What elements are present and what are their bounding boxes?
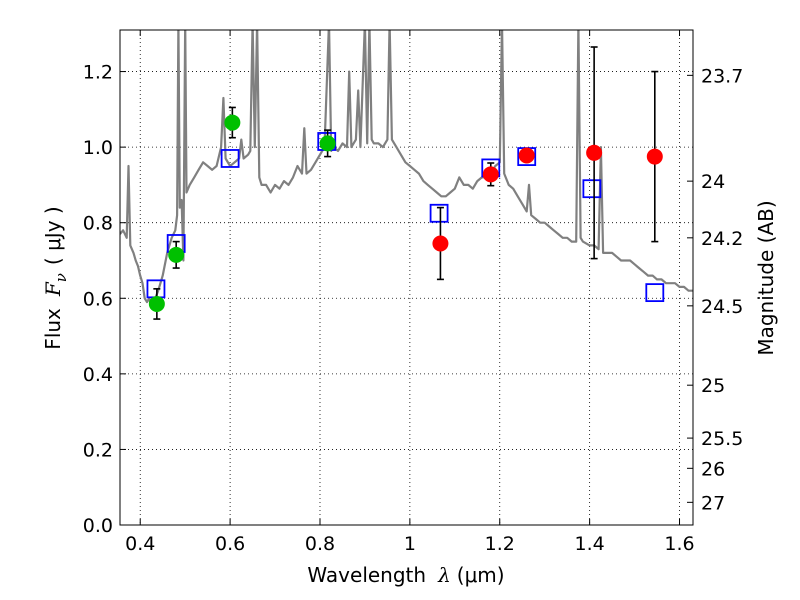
y-axis-label: Flux Fν ( μJy )	[41, 206, 70, 349]
y2-tick-label: 26	[701, 458, 725, 480]
y-tick-label: 0.6	[83, 288, 113, 310]
x-tick-label: 1.6	[664, 533, 694, 555]
y-tick-label: 0.4	[83, 364, 113, 386]
y2-tick-label: 24.5	[701, 296, 743, 318]
green-data-point	[224, 114, 241, 131]
x-tick-label: 1.4	[575, 533, 605, 555]
y-tick-label: 1.0	[83, 137, 113, 159]
red-data-point	[518, 147, 535, 164]
red-data-point	[646, 148, 663, 165]
x-axis-label: Wavelength λ (μm)	[307, 563, 504, 587]
grid	[120, 30, 693, 526]
x-tick-label: 0.6	[215, 533, 245, 555]
x-axis-label-text: Wavelength	[307, 563, 426, 587]
y2-tick-label: 24	[701, 171, 725, 193]
plot-area	[120, 30, 693, 320]
y2-tick-label: 27	[701, 492, 725, 514]
y-axis-label-subscript: ν	[52, 273, 70, 282]
y2-tick-label: 25.5	[701, 428, 743, 450]
y-axis-label-text: Flux	[41, 308, 65, 350]
y-tick-label: 0.8	[83, 213, 113, 235]
open-square-marker	[429, 203, 449, 223]
x-axis-label-unit: (μm)	[457, 563, 505, 587]
y-axis-label-unit: ( μJy )	[41, 206, 65, 265]
green-data-point	[319, 135, 336, 152]
x-tick-label: 1	[404, 533, 416, 555]
y-axis-label-symbol: F	[41, 281, 65, 297]
green-data-point	[168, 246, 185, 263]
y2-tick-label: 25	[701, 375, 725, 397]
plot-frame	[119, 29, 694, 526]
x-tick-label: 0.4	[125, 533, 155, 555]
green-data-point	[148, 295, 165, 312]
axis-ticks: 0.4 0.6 0.8 1 1.2 1.4 1.6 0.0 0.2 0.4 0.6 0.8 1.0 1.2…	[83, 30, 743, 555]
red-data-point	[482, 166, 499, 183]
y2-tick-label: 23.7	[701, 65, 743, 87]
x-tick-label: 0.8	[305, 533, 335, 555]
open-square-marker	[582, 179, 602, 199]
red-data-point	[586, 144, 603, 161]
red-data-point	[432, 235, 449, 252]
model-spectrum-line	[120, 30, 693, 307]
open-square-marker	[645, 283, 665, 303]
y-tick-label: 0.0	[83, 515, 113, 537]
x-tick-label: 1.2	[485, 533, 515, 555]
x-axis-label-symbol: λ	[437, 563, 451, 587]
y2-axis-label: Magnitude (AB)	[754, 200, 778, 355]
y2-tick-label: 24.2	[701, 228, 743, 250]
y-tick-label: 0.2	[83, 439, 113, 461]
y-tick-label: 1.2	[83, 62, 113, 84]
open-square-marker	[220, 149, 240, 168]
